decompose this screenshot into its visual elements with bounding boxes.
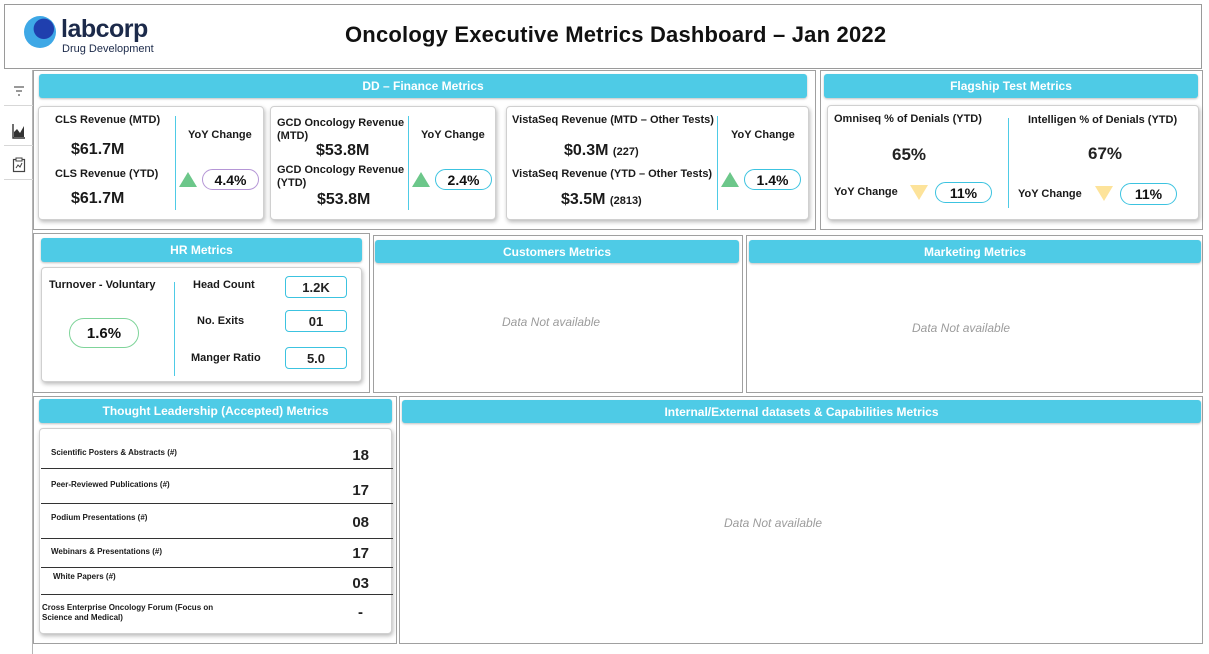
cls-mtd-value: $61.7M — [71, 141, 125, 158]
row-label: Scientific Posters & Abstracts (#) — [51, 448, 177, 457]
intelligen-value: 67% — [1088, 144, 1123, 163]
table-row: Cross Enterprise Oncology Forum (Focus o… — [41, 595, 393, 631]
cls-revenue-card — [38, 106, 264, 220]
manager-ratio-value: 5.0 — [285, 347, 347, 369]
cls-yoy-badge: 4.4% — [202, 169, 259, 190]
cls-ytd-value: $61.7M — [71, 190, 125, 207]
row-value: 18 — [352, 447, 369, 464]
trend-up-icon — [721, 172, 739, 187]
filter-icon[interactable] — [4, 76, 33, 106]
vistaseq-ytd-value: $3.5M (2813) — [561, 191, 642, 209]
table-row: White Papers (#) 03 — [41, 568, 393, 595]
table-row: Webinars & Presentations (#) 17 — [41, 539, 393, 568]
headcount-label: Head Count — [193, 279, 255, 291]
divider — [1008, 118, 1009, 208]
cls-yoy-label: YoY Change — [188, 129, 252, 141]
divider — [408, 116, 409, 210]
finance-header: DD – Finance Metrics — [39, 74, 807, 98]
vistaseq-ytd-amount: $3.5M — [561, 191, 606, 208]
omniseq-yoy-badge: 11% — [935, 182, 992, 203]
thought-leadership-card — [39, 428, 392, 634]
trend-down-icon — [1095, 186, 1113, 201]
trend-up-icon — [179, 172, 197, 187]
row-value: 08 — [352, 514, 369, 531]
omniseq-value: 65% — [892, 145, 927, 164]
intelligen-yoy-badge: 11% — [1120, 183, 1177, 205]
omniseq-yoy-label: YoY Change — [834, 186, 898, 198]
exits-value: 01 — [285, 310, 347, 332]
vistaseq-mtd-count: (227) — [612, 146, 639, 158]
row-label: Webinars & Presentations (#) — [51, 547, 162, 556]
vistaseq-yoy-label: YoY Change — [731, 129, 795, 141]
logo-subtitle: Drug Development — [62, 43, 154, 55]
row-value: 17 — [352, 482, 369, 499]
cls-ytd-label: CLS Revenue (YTD) — [55, 168, 159, 180]
intelligen-label: Intelligen % of Denials (YTD) — [1028, 114, 1178, 126]
datasets-panel — [399, 396, 1203, 644]
vistaseq-mtd-amount: $0.3M — [564, 142, 609, 159]
turnover-label: Turnover - Voluntary — [49, 279, 156, 291]
headcount-value: 1.2K — [285, 276, 347, 298]
vistaseq-mtd-label: VistaSeq Revenue (MTD – Other Tests) — [512, 114, 714, 126]
datasets-empty-message: Data Not available — [724, 516, 823, 530]
gcd-revenue-card — [270, 106, 496, 220]
customers-header: Customers Metrics — [375, 240, 739, 263]
row-value: - — [358, 604, 363, 621]
trend-up-icon — [412, 172, 430, 187]
row-value: 17 — [352, 545, 369, 562]
dashboard-header: labcorp Drug Development Oncology Execut… — [4, 4, 1202, 69]
labcorp-logo-icon — [24, 16, 56, 48]
vistaseq-revenue-card — [506, 106, 809, 220]
chart-icon[interactable] — [4, 116, 33, 146]
report-icon[interactable] — [4, 150, 33, 180]
page-title: Oncology Executive Metrics Dashboard – J… — [345, 22, 887, 47]
hr-header: HR Metrics — [41, 238, 362, 262]
table-row: Scientific Posters & Abstracts (#) 18 — [41, 436, 393, 469]
omniseq-label: Omniseq % of Denials (YTD) — [834, 113, 982, 125]
marketing-header: Marketing Metrics — [749, 240, 1201, 263]
gcd-mtd-label: GCD Oncology Revenue (MTD) — [277, 117, 405, 142]
left-toolbar — [4, 70, 33, 654]
gcd-yoy-badge: 2.4% — [435, 169, 492, 190]
gcd-mtd-value: $53.8M — [316, 142, 370, 159]
divider — [174, 282, 175, 376]
table-row: Podium Presentations (#) 08 — [41, 504, 393, 539]
marketing-empty-message: Data Not available — [912, 321, 1011, 335]
turnover-value: 1.6% — [69, 318, 139, 348]
divider — [175, 116, 176, 210]
row-label: Podium Presentations (#) — [51, 513, 148, 522]
flagship-header: Flagship Test Metrics — [824, 74, 1198, 98]
gcd-ytd-value: $53.8M — [317, 191, 371, 208]
row-value: 03 — [352, 575, 369, 592]
datasets-header: Internal/External datasets & Capabilitie… — [402, 400, 1201, 423]
cls-mtd-label: CLS Revenue (MTD) — [55, 114, 161, 126]
thought-leadership-header: Thought Leadership (Accepted) Metrics — [39, 399, 392, 423]
table-row: Peer-Reviewed Publications (#) 17 — [41, 469, 393, 504]
vistaseq-yoy-badge: 1.4% — [744, 169, 801, 190]
gcd-ytd-label: GCD Oncology Revenue (YTD) — [277, 164, 405, 189]
intelligen-yoy-label: YoY Change — [1018, 188, 1082, 200]
logo-name: labcorp — [61, 15, 148, 43]
row-label: White Papers (#) — [53, 572, 116, 581]
gcd-yoy-label: YoY Change — [421, 129, 485, 141]
trend-down-icon — [910, 185, 928, 200]
vistaseq-ytd-count: (2813) — [609, 195, 642, 207]
row-label: Peer-Reviewed Publications (#) — [51, 480, 170, 489]
divider — [717, 116, 718, 210]
exits-label: No. Exits — [197, 315, 245, 327]
row-label: Cross Enterprise Oncology Forum (Focus o… — [42, 603, 214, 622]
manager-ratio-label: Manger Ratio — [191, 352, 261, 364]
vistaseq-mtd-value: $0.3M (227) — [564, 142, 639, 160]
vistaseq-ytd-label: VistaSeq Revenue (YTD – Other Tests) — [512, 168, 713, 180]
customers-empty-message: Data Not available — [502, 315, 601, 329]
